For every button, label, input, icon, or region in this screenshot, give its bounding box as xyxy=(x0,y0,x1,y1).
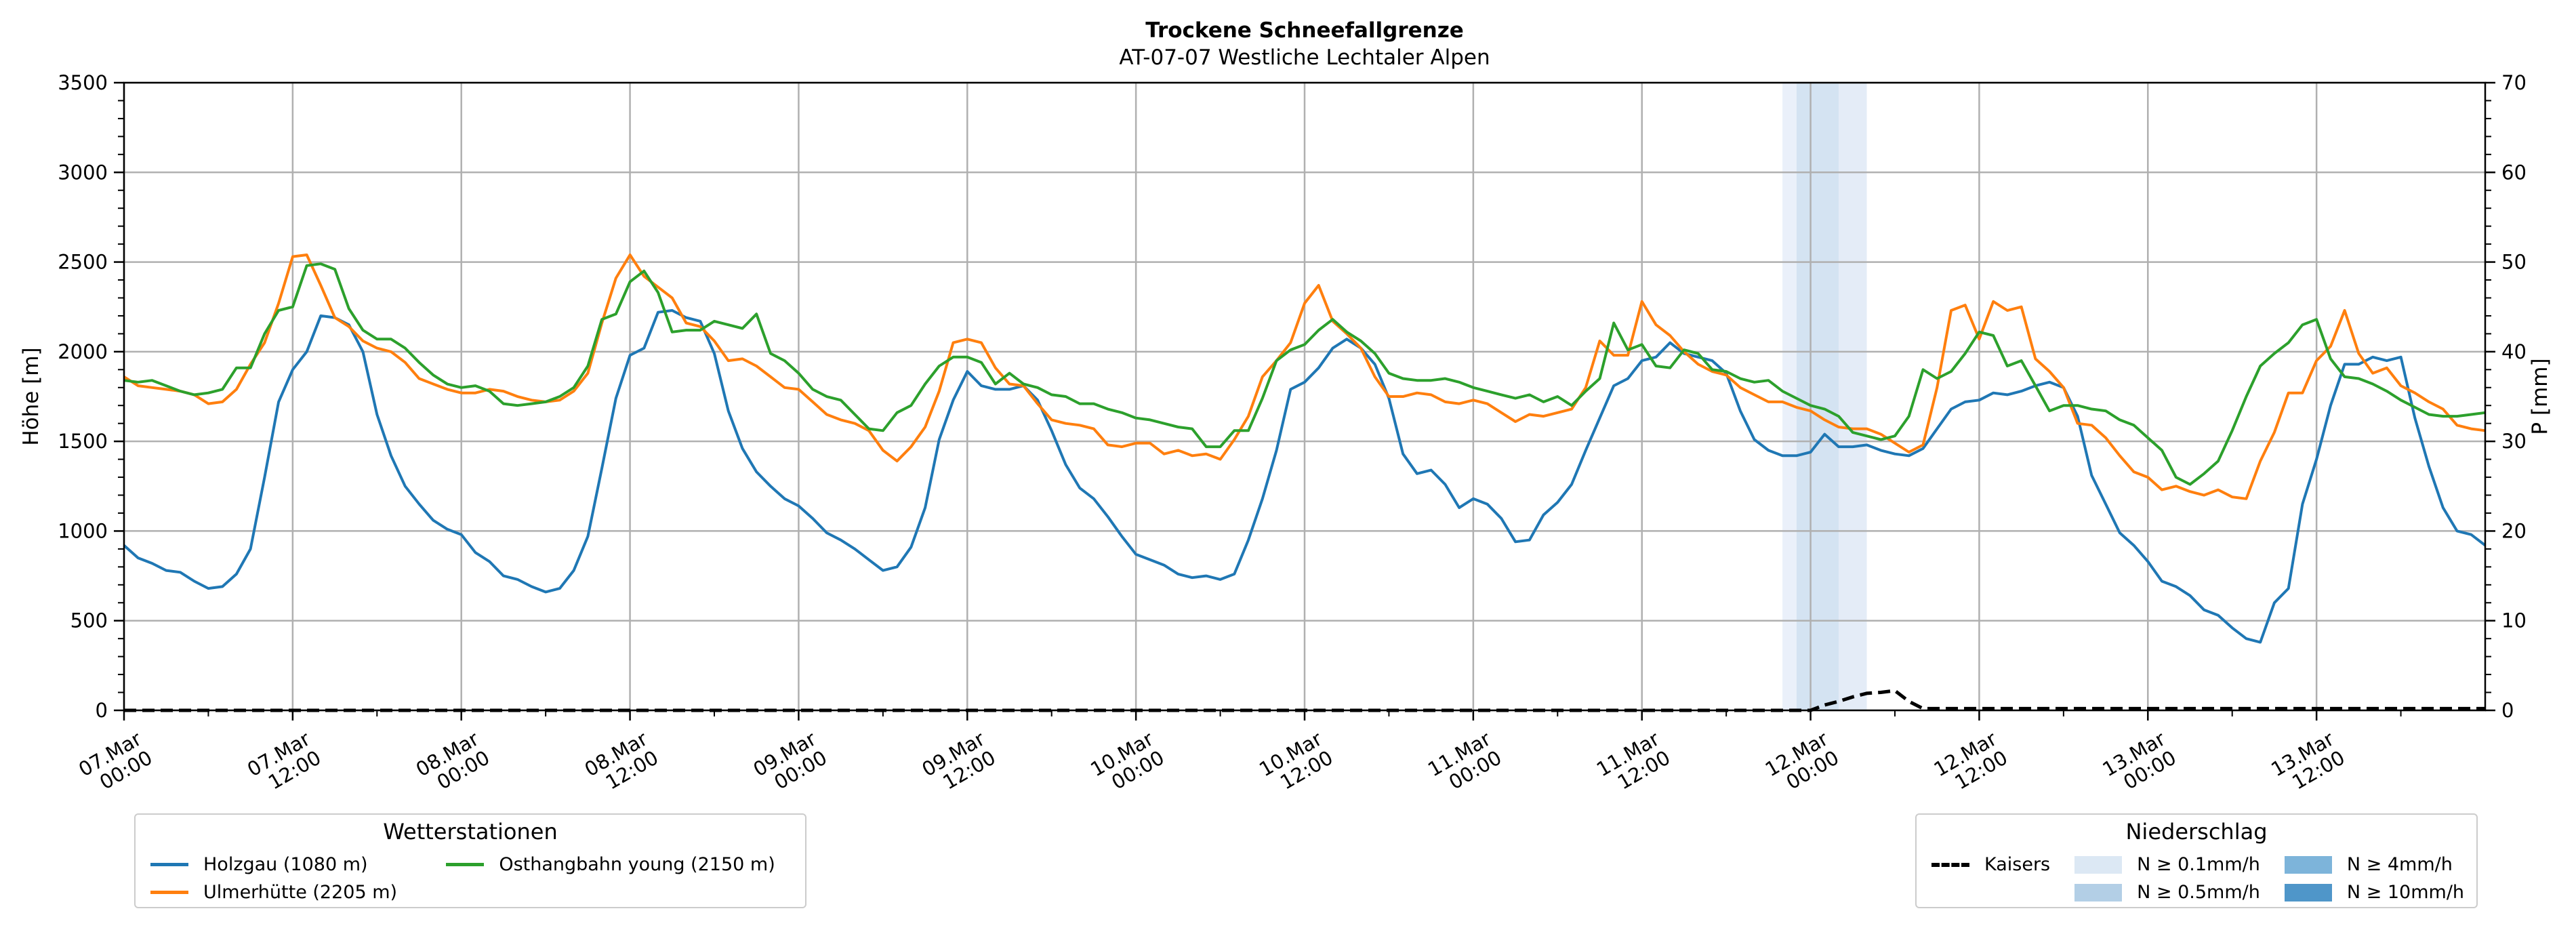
x-tick-label-1: 07.Mar12:00 xyxy=(243,727,325,801)
x-tick-label-8: 11.Mar00:00 xyxy=(1424,727,1505,801)
legend-item-osthangbahn: Osthangbahn young (2150 m) xyxy=(446,854,790,875)
x-tick-label-12: 13.Mar00:00 xyxy=(2098,727,2180,801)
x-tick-label-0: 07.Mar00:00 xyxy=(75,727,156,801)
y-tick-label-7: 3500 xyxy=(58,71,108,94)
legend-swatch-osthangbahn xyxy=(446,863,485,866)
legend-swatch-holzgau xyxy=(150,863,188,866)
y-tick-label-4: 2000 xyxy=(58,340,108,363)
legend-item-holzgau: Holzgau (1080 m) xyxy=(150,854,412,875)
precip-line xyxy=(124,689,2485,712)
y-tick-label-1: 500 xyxy=(70,609,108,632)
x-tick-label-13: 13.Mar12:00 xyxy=(2267,727,2348,801)
series-line-1 xyxy=(123,254,2486,500)
legend-label-level-4: N ≥ 10mm/h xyxy=(2346,882,2465,903)
x-tick-label-9: 11.Mar12:00 xyxy=(1593,727,1674,801)
precip-band-2 xyxy=(1839,83,1867,710)
legend-swatch-level-1 xyxy=(2074,855,2123,874)
y2-tick-label-0: 0 xyxy=(2501,699,2514,722)
y-tick-label-0: 0 xyxy=(96,699,108,722)
precip-band-0 xyxy=(1782,83,1797,710)
legend-label-level-3: N ≥ 4mm/h xyxy=(2346,854,2453,875)
legend-stations-title: Wetterstationen xyxy=(383,819,558,845)
legend-swatch-level-2 xyxy=(2074,883,2123,901)
y2-axis-label: P [mm] xyxy=(2528,358,2552,434)
x-tick-label-6: 10.Mar00:00 xyxy=(1086,727,1168,801)
legend-label-holzgau: Holzgau (1080 m) xyxy=(203,854,368,875)
series-line-2 xyxy=(123,262,2486,486)
x-tick-label-7: 10.Mar12:00 xyxy=(1255,727,1336,801)
legend-precip: Niederschlag Kaisers N ≥ 0.1mm/h N ≥ 4mm… xyxy=(1915,813,2478,908)
chart-title: Trockene Schneefallgrenze xyxy=(1145,18,1464,43)
y-axis-label: Höhe [m] xyxy=(19,347,43,445)
x-tick-label-11: 12.Mar12:00 xyxy=(1930,727,2011,801)
legend-swatch-ulmerhuette xyxy=(150,891,188,894)
legend-item-level-2: N ≥ 0.5mm/h xyxy=(2074,882,2260,903)
y2-tick-label-1: 10 xyxy=(2501,609,2527,632)
y2-tick-label-7: 70 xyxy=(2501,71,2527,94)
legend-label-kaisers: Kaisers xyxy=(1984,854,2051,875)
legend-label-level-2: N ≥ 0.5mm/h xyxy=(2137,882,2260,903)
x-tick-label-2: 08.Mar00:00 xyxy=(412,727,493,801)
x-tick-label-10: 12.Mar00:00 xyxy=(1761,727,1843,801)
y2-tick-label-3: 30 xyxy=(2501,430,2527,453)
x-tick-label-3: 08.Mar12:00 xyxy=(581,727,662,801)
precip-band-1 xyxy=(1796,83,1839,710)
legend-item-empty xyxy=(1931,882,2050,903)
legend-item-level-3: N ≥ 4mm/h xyxy=(2284,854,2464,875)
y2-tick-label-4: 40 xyxy=(2501,340,2527,363)
y-tick-label-2: 1000 xyxy=(58,519,108,542)
y2-tick-label-5: 50 xyxy=(2501,251,2527,274)
legend-swatch-kaisers xyxy=(1931,862,1969,867)
series-line-0 xyxy=(123,309,2487,644)
y-tick-label-6: 3000 xyxy=(58,161,108,184)
legend-item-ulmerhuette: Ulmerhütte (2205 m) xyxy=(150,882,412,903)
legend-item-level-4: N ≥ 10mm/h xyxy=(2284,882,2465,903)
legend-stations: Wetterstationen Holzgau (1080 m) Osthang… xyxy=(134,813,806,908)
legend-label-ulmerhuette: Ulmerhütte (2205 m) xyxy=(203,882,398,903)
y2-tick-label-6: 60 xyxy=(2501,161,2527,184)
y2-tick-label-2: 20 xyxy=(2501,519,2527,542)
legend-label-level-1: N ≥ 0.1mm/h xyxy=(2137,854,2260,875)
x-tick-label-4: 09.Mar00:00 xyxy=(750,727,831,801)
legend-swatch-level-3 xyxy=(2284,855,2332,874)
legend-precip-title: Niederschlag xyxy=(2125,819,2268,845)
y-tick-label-5: 2500 xyxy=(58,251,108,274)
chart-subtitle: AT-07-07 Westliche Lechtaler Alpen xyxy=(1119,45,1490,70)
legend-swatch-level-4 xyxy=(2284,883,2332,901)
x-tick-label-5: 09.Mar12:00 xyxy=(918,727,999,801)
y-tick-label-3: 1500 xyxy=(58,430,108,453)
legend-item-level-1: N ≥ 0.1mm/h xyxy=(2074,854,2260,875)
legend-label-osthangbahn: Osthangbahn young (2150 m) xyxy=(499,854,775,875)
legend-item-kaisers: Kaisers xyxy=(1931,854,2050,875)
